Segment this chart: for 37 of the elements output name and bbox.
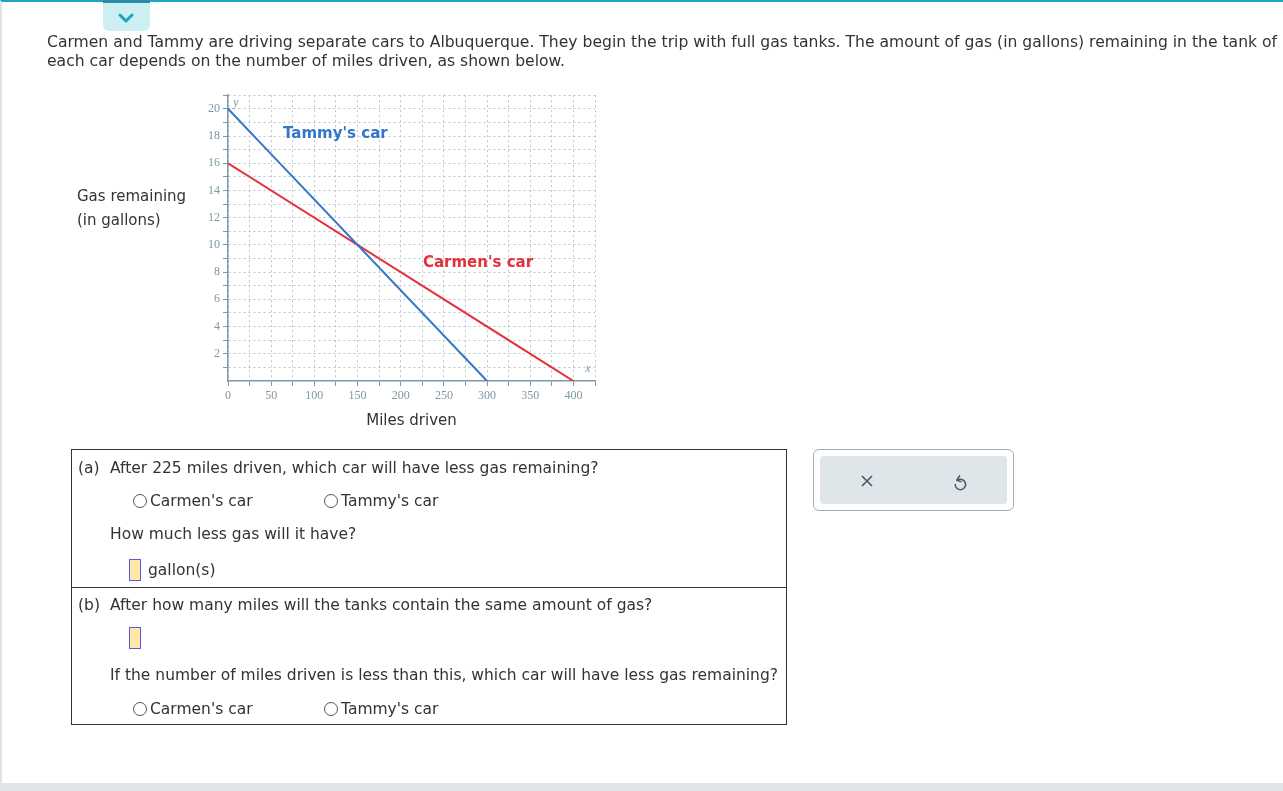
text: gallon(s)	[148, 561, 216, 579]
x-tick-label: 50	[265, 388, 278, 403]
text: After how many miles will the tanks contain the same amount of gas?	[110, 596, 653, 614]
text: (a)	[78, 459, 100, 477]
x-tick-label: 200	[391, 388, 410, 403]
text: (b)	[78, 596, 100, 614]
y-tick-label: 2	[214, 345, 220, 360]
y-axis-title: Gas remaining (in gallons)	[77, 186, 188, 231]
text: How much less gas will it have?	[110, 525, 357, 543]
y-tick-label: 16	[208, 155, 220, 170]
annotation: x	[584, 361, 592, 376]
x-tick-label: 100	[305, 388, 324, 403]
y-tick-label: 14	[208, 182, 220, 197]
y-tick-label: 12	[208, 209, 220, 224]
series-label: Tammy's car	[283, 123, 389, 142]
x-tick-label: 0	[225, 388, 231, 403]
x-tick-label: 400	[564, 388, 583, 403]
x-tick-label: 350	[521, 388, 540, 403]
x-axis-title: Miles driven	[366, 410, 457, 429]
text: Carmen's car	[150, 492, 253, 510]
y-tick-label: 6	[214, 291, 220, 306]
series-label: Carmen's car	[422, 253, 534, 272]
x-tick-label: 150	[348, 388, 367, 403]
text: After 225 miles driven, which car will have less gas remaining?	[110, 459, 599, 477]
text: Carmen and Tammy are driving separate cars to Albuquerque. They begin the trip with full gas tanks. The amount of gas (in gallons) remaining in the tank of each car depends on the number of miles driven, as shown below.	[47, 33, 1279, 71]
text: Carmen's car	[150, 700, 253, 718]
y-tick-label: 8	[214, 264, 220, 279]
y-tick-label: 10	[208, 237, 220, 252]
text: Tammy's car	[341, 700, 439, 718]
y-tick-label: 4	[214, 318, 220, 333]
x-tick-label: 250	[434, 388, 453, 403]
annotation: y	[232, 95, 240, 110]
text: If the number of miles driven is less than this, which car will have less gas remaining?	[110, 666, 778, 684]
y-tick-label: 20	[208, 100, 220, 115]
text: Tammy's car	[341, 492, 439, 510]
x-tick-label: 300	[478, 388, 497, 403]
y-tick-label: 18	[208, 128, 220, 143]
